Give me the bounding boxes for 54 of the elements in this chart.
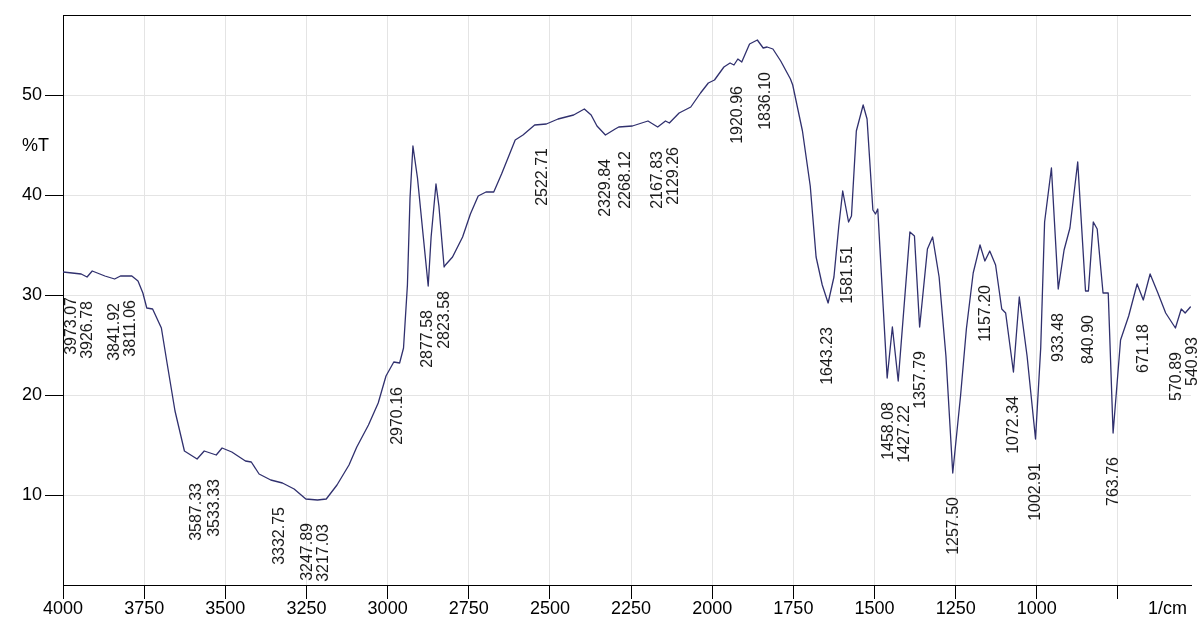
annotation: 840.90 (1078, 314, 1096, 364)
annotation: 1002.91 (1026, 462, 1044, 521)
annotation: 2129.26 (664, 146, 682, 205)
y-tick-label: 40 (21, 183, 43, 204)
annotation: 2268.12 (615, 150, 633, 209)
annotation: 2877.58 (417, 309, 435, 368)
annotation: 2329.84 (595, 158, 613, 217)
annotation: 671.18 (1133, 323, 1151, 373)
annotation: 1357.79 (911, 350, 929, 409)
annotation: 2167.83 (648, 150, 666, 209)
annotation: 3533.33 (204, 478, 222, 537)
annotation: 3926.78 (78, 300, 96, 359)
annotation: 3247.89 (297, 522, 315, 581)
annotation: 3217.03 (313, 523, 331, 582)
annotation: 1836.10 (755, 71, 773, 130)
x-tick-label: 1250 (935, 597, 976, 618)
x-tick-label: 4000 (43, 597, 84, 618)
annotation: 2823.58 (435, 290, 453, 349)
annotation: 1072.34 (1003, 395, 1021, 454)
annotation: 540.93 (1182, 336, 1200, 386)
annotation: 3841.92 (104, 302, 122, 361)
annotation: 3811.06 (120, 299, 138, 357)
x-tick-label: 1750 (773, 597, 814, 618)
annotation: 570.89 (1166, 351, 1184, 401)
annotation: 3973.07 (62, 296, 80, 355)
y-tick-label: 30 (21, 283, 43, 304)
annotation: 1458.08 (878, 401, 896, 460)
annotation: 1581.51 (838, 245, 856, 304)
y-tick-label: 10 (21, 483, 43, 504)
annotation: 1427.22 (894, 404, 912, 463)
annotation: 763.76 (1103, 456, 1121, 506)
y-axis-title: %T (22, 135, 50, 156)
y-tick-label: 50 (21, 83, 43, 104)
x-tick-label: 1000 (1016, 597, 1057, 618)
annotation: 2522.71 (532, 147, 550, 206)
x-tick-label: 3500 (205, 597, 246, 618)
x-tick-label: 2750 (448, 597, 489, 618)
annotation: 3587.33 (187, 482, 205, 541)
x-axis-title: 1/cm (1147, 597, 1187, 618)
x-tick-label: 2250 (611, 597, 652, 618)
x-tick-label: 3000 (367, 597, 408, 618)
annotation: 2970.16 (387, 386, 405, 445)
x-tick-label: 3750 (124, 597, 165, 618)
annotation: 933.48 (1048, 312, 1066, 362)
annotation: 1157.20 (976, 284, 994, 342)
annotation: 1257.50 (943, 496, 961, 555)
annotation: 1920.96 (728, 85, 746, 144)
x-tick-label: 2000 (692, 597, 733, 618)
annotation: 1643.23 (818, 326, 836, 385)
y-tick-label: 20 (21, 383, 43, 404)
x-tick-label: 3250 (286, 597, 327, 618)
x-tick-label: 2500 (529, 597, 570, 618)
x-tick-label: 1500 (854, 597, 895, 618)
annotation: 3332.75 (270, 506, 288, 565)
